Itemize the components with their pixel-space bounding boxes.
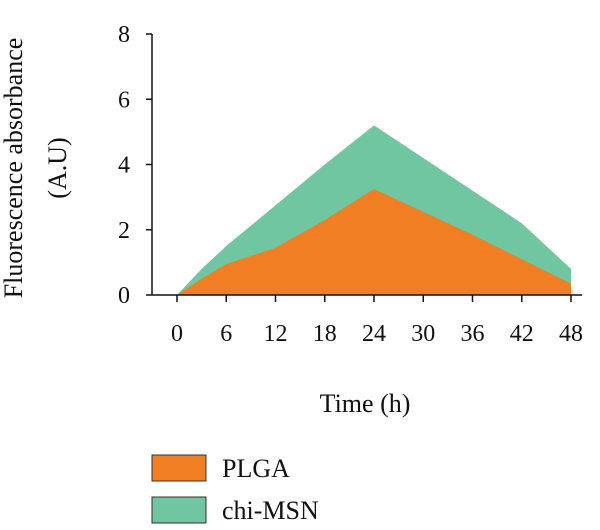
x-tick-label: 24 xyxy=(362,321,386,347)
legend-label-chi-msn: chi-MSN xyxy=(222,496,319,525)
y-tick-label: 0 xyxy=(118,283,130,309)
x-ticks: 0 6 12 18 24 30 36 42 48 xyxy=(171,295,583,347)
y-tick-label: 6 xyxy=(118,87,130,113)
series-areas xyxy=(177,125,571,295)
y-axis-title-line2: (A.U) xyxy=(43,137,72,198)
x-tick-label: 36 xyxy=(461,321,485,347)
x-tick-label: 0 xyxy=(171,321,183,347)
legend-swatch-chi-msn xyxy=(151,496,207,524)
x-tick-label: 12 xyxy=(264,321,288,347)
legend-label-plga: PLGA xyxy=(222,454,290,483)
y-tick-label: 8 xyxy=(118,22,130,48)
x-tick-label: 42 xyxy=(510,321,534,347)
y-tick-label: 2 xyxy=(118,218,130,244)
x-tick-label: 6 xyxy=(220,321,232,347)
x-axis-title: Time (h) xyxy=(320,389,411,418)
y-ticks: 0 2 4 6 8 xyxy=(118,22,152,309)
x-tick-label: 30 xyxy=(411,321,435,347)
area-plga xyxy=(177,188,571,295)
x-tick-label: 18 xyxy=(313,321,337,347)
y-axis-title-line1: Fluorescence absorbance xyxy=(0,38,28,299)
legend: PLGA chi-MSN xyxy=(151,454,319,525)
legend-swatch-plga xyxy=(151,454,207,482)
x-tick-label: 48 xyxy=(559,321,583,347)
y-tick-label: 4 xyxy=(118,153,130,179)
y-axis-title-group: Fluorescence absorbance (A.U) xyxy=(0,38,72,299)
